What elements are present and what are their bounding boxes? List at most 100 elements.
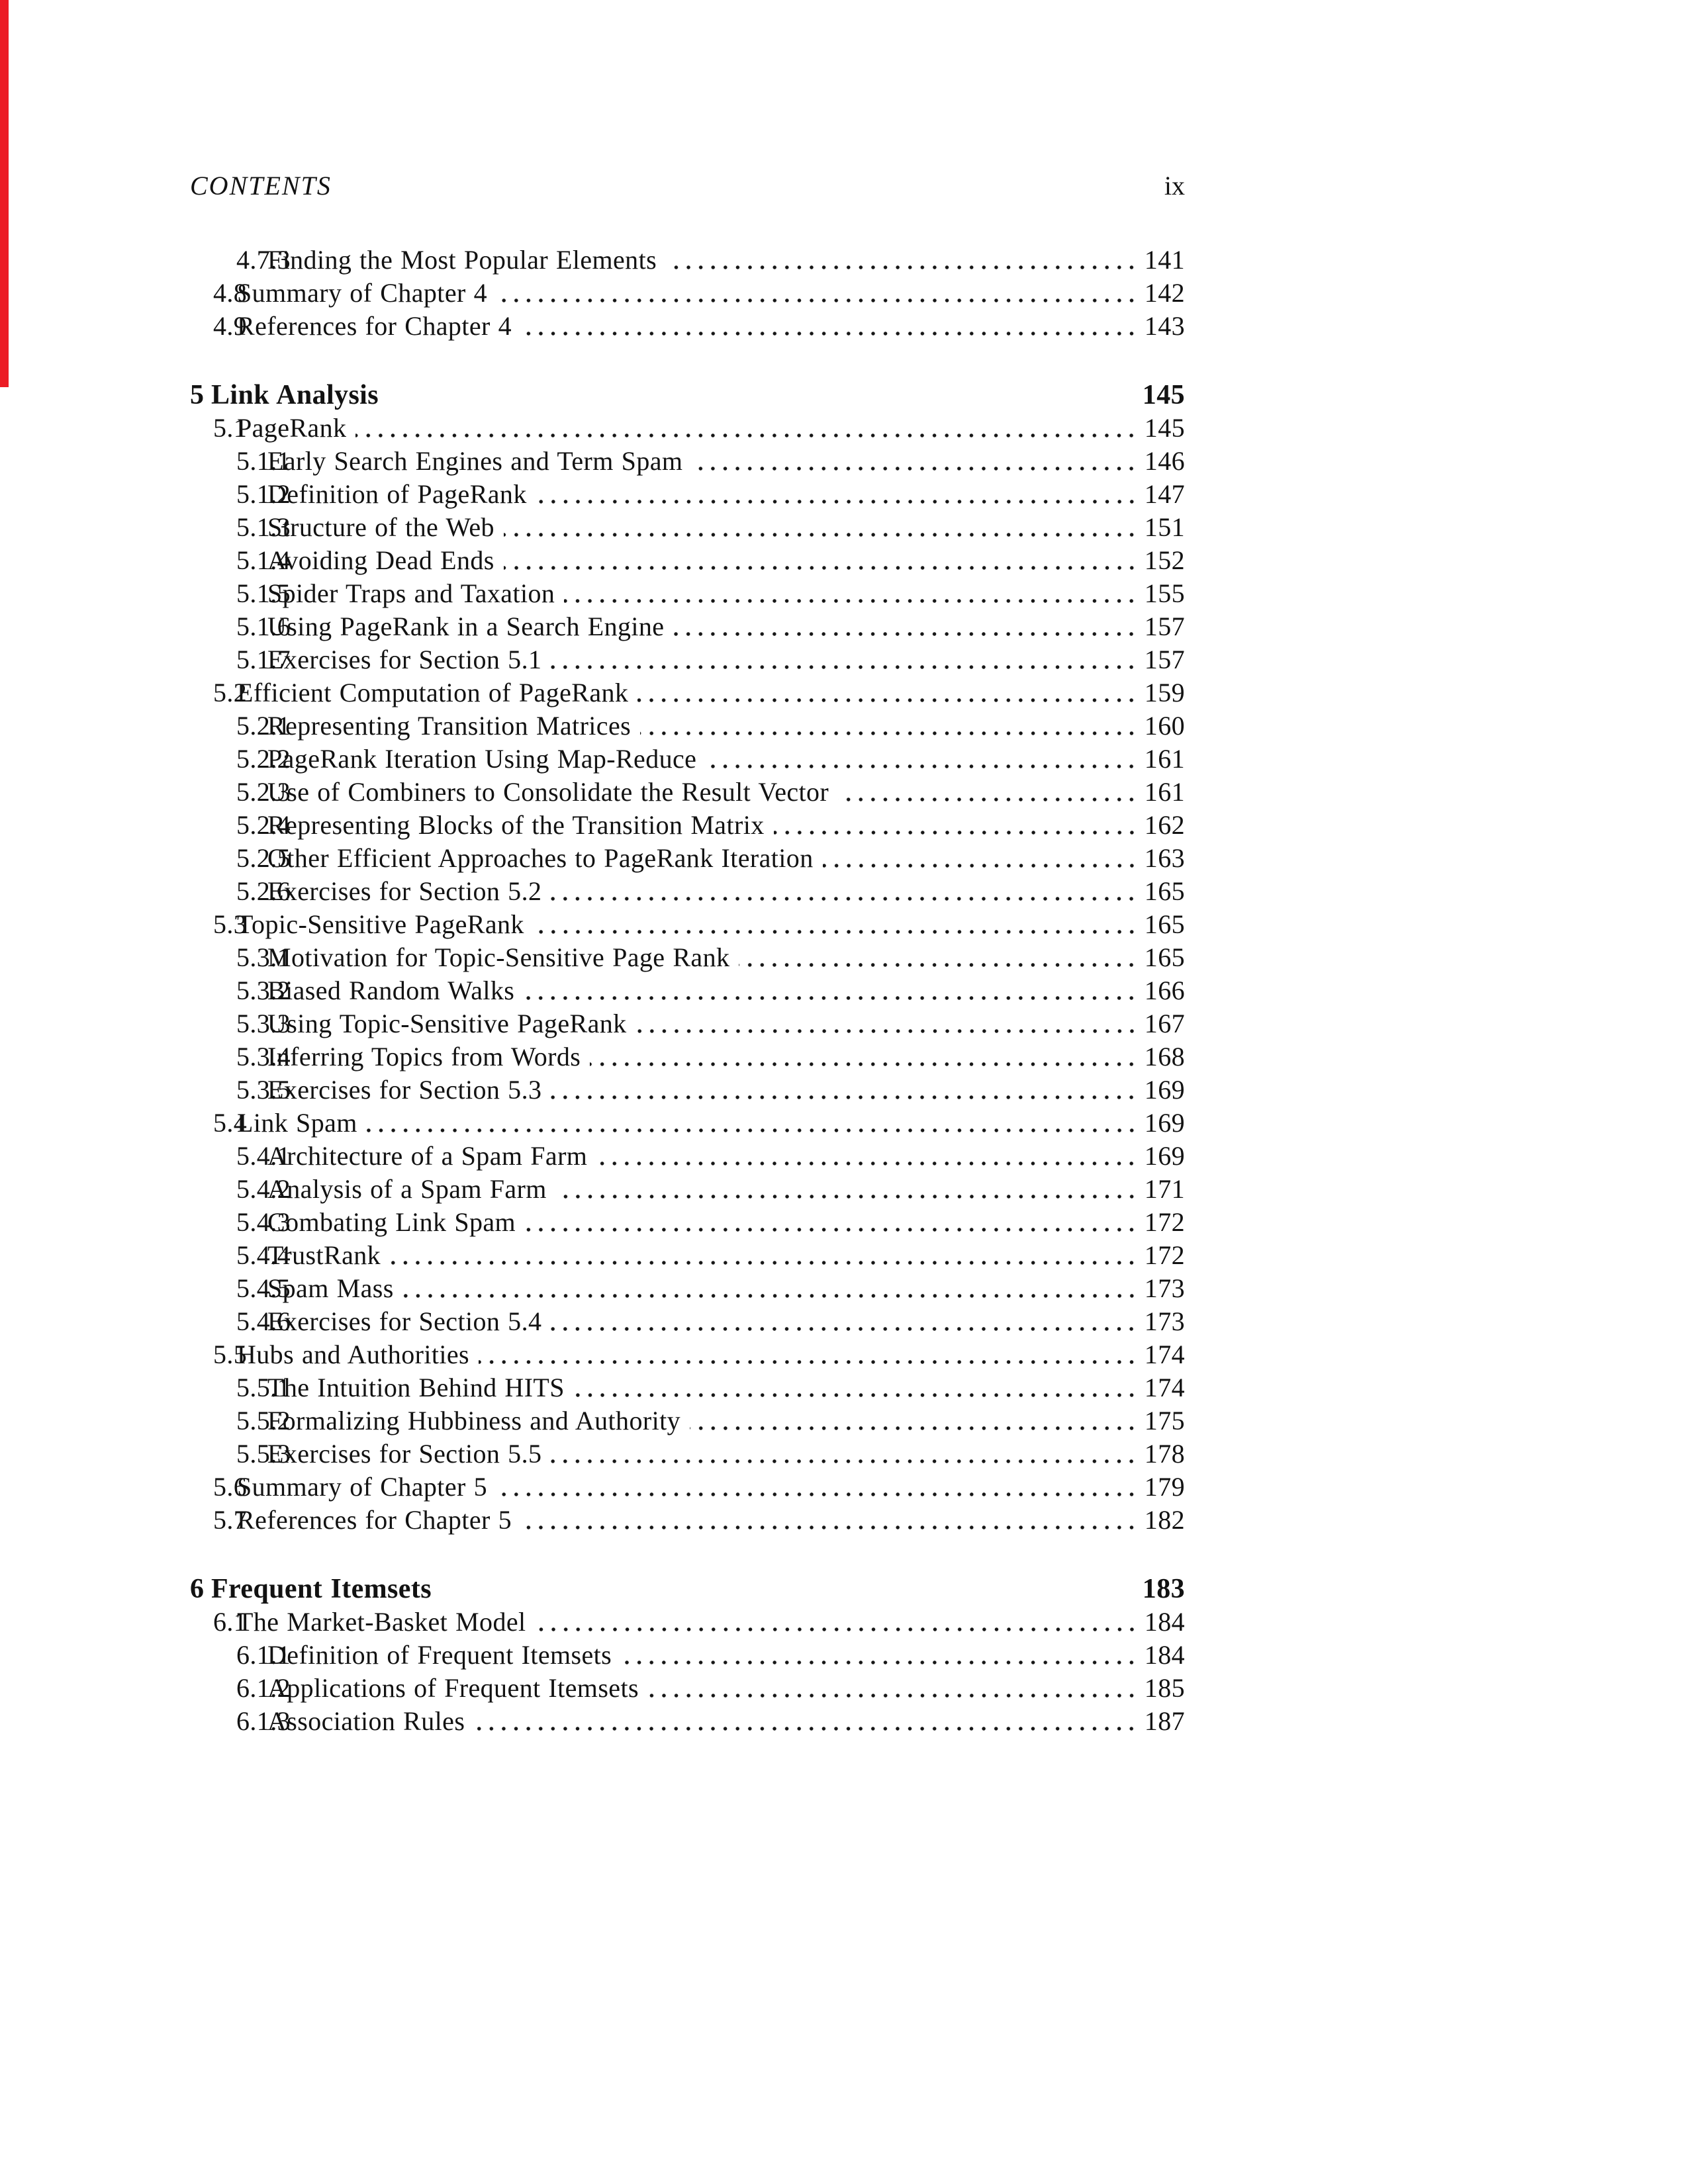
dot-leader [533,908,1139,941]
entry-number: 5.2.2 [236,744,291,774]
entry-page-number: 143 [1144,311,1185,341]
entry-title: Topic-Sensitive PageRank [237,909,524,939]
entry-number: 6.1 [213,1607,248,1637]
dot-leader [355,412,1139,445]
entry-title: Definition of PageRank [267,479,527,509]
entry-page-number: 169 [1144,1141,1185,1171]
entry-number: 5.4 [213,1108,248,1138]
dot-leader [690,1404,1139,1437]
dot-leader [536,478,1139,511]
dot-leader [366,1107,1139,1140]
entry-number: 5.5.3 [236,1439,291,1469]
entry-title: Frequent Itemsets [211,1574,432,1604]
entry-page-number: 152 [1144,545,1185,575]
entry-page-number: 165 [1144,942,1185,972]
entry-page-number: 174 [1144,1373,1185,1402]
entry-title: Exercises for Section 5.2 [267,876,542,906]
entry-title: Representing Transition Matrices [267,711,632,741]
entry-title: Applications of Frequent Itemsets [267,1673,639,1703]
dot-leader [666,244,1139,277]
entry-number: 4.7.3 [236,245,291,275]
entry-number: 6.1.3 [236,1706,291,1736]
entry-number: 5 [190,380,205,410]
dot-leader [521,310,1139,343]
dot-leader [525,1206,1139,1239]
dot-leader [739,941,1139,974]
toc-entry: 6.1.3 Association Rules 187 [190,1705,1185,1738]
entry-number: 5.2.4 [236,810,291,840]
entry-number: 5.6 [213,1472,248,1502]
entry-page-number: 183 [1142,1574,1185,1604]
dot-leader [496,277,1139,310]
entry-title: The Intuition Behind HITS [267,1373,565,1402]
entry-title: Definition of Frequent Itemsets [267,1640,612,1670]
toc-entry: 5.1.4 Avoiding Dead Ends 152 [190,544,1185,577]
dot-leader [496,1471,1139,1504]
dot-leader [503,544,1139,577]
entry-page-number: 161 [1144,744,1185,774]
entry-page-number: 166 [1144,976,1185,1005]
toc-entry: 6.1 The Market-Basket Model 184 [190,1606,1185,1639]
toc-entry: 6.1.2 Applications of Frequent Itemsets 18… [190,1672,1185,1705]
entry-title: Summary of Chapter 5 [237,1472,487,1502]
toc-entry: 4.8 Summary of Chapter 4 142 [190,277,1185,310]
entry-page-number: 172 [1144,1207,1185,1237]
entry-page-number: 161 [1144,777,1185,807]
entry-title: Other Efficient Approaches to PageRank I… [267,843,814,873]
entry-number: 5.2.3 [236,777,291,807]
entry-title: The Market-Basket Model [237,1607,526,1637]
entry-title: Inferring Topics from Words [267,1042,581,1071]
entry-page-number: 165 [1144,876,1185,906]
toc-entry: 5.1 PageRank 145 [190,412,1185,445]
entry-title: Link Spam [237,1108,357,1138]
toc-entry: 5.3.4 Inferring Topics from Words 168 [190,1040,1185,1073]
entry-title: Exercises for Section 5.5 [267,1439,542,1469]
dot-leader [402,1272,1139,1305]
toc-entry: 5.5 Hubs and Authorities 174 [190,1338,1185,1371]
dot-leader [673,610,1139,643]
entry-number: 5.4.5 [236,1273,291,1303]
entry-number: 5.1.5 [236,578,291,608]
entry-number: 5.4.4 [236,1240,291,1270]
entry-number: 5.1.1 [236,446,291,476]
entry-page-number: 173 [1144,1273,1185,1303]
red-edge-strip [0,0,9,387]
entry-page-number: 184 [1144,1640,1185,1670]
toc-entry: 5.1.2 Definition of PageRank 147 [190,478,1185,511]
entry-number: 5.2.6 [236,876,291,906]
dot-leader [564,577,1139,610]
header-title: CONTENTS [190,171,332,201]
toc-entry: 5.5.2 Formalizing Hubbiness and Authority… [190,1404,1185,1437]
toc-entry: 5.4.3 Combating Link Spam 172 [190,1206,1185,1239]
dot-leader [535,1606,1139,1639]
dot-leader [647,1672,1139,1705]
entry-number: 5.4.6 [236,1306,291,1336]
entry-title: Efficient Computation of PageRank [237,678,629,707]
entry-title: Motivation for Topic-Sensitive Page Rank [267,942,730,972]
entry-page-number: 146 [1144,446,1185,476]
entry-page-number: 145 [1144,413,1185,443]
entry-page-number: 157 [1144,645,1185,674]
dot-leader [590,1040,1139,1073]
entry-page-number: 179 [1144,1472,1185,1502]
entry-number: 6.1.2 [236,1673,291,1703]
toc-entry: 4.7.3 Finding the Most Popular Elements 14… [190,244,1185,277]
dot-leader [503,511,1139,544]
entry-page-number: 187 [1144,1706,1185,1736]
entry-page-number: 173 [1144,1306,1185,1336]
toc-entry: 4.9 References for Chapter 4 143 [190,310,1185,343]
toc-entry: 5.5.1 The Intuition Behind HITS 174 [190,1371,1185,1404]
entry-page-number: 175 [1144,1406,1185,1435]
entry-number: 5.4.3 [236,1207,291,1237]
toc-entry: 6.1.1 Definition of Frequent Itemsets 184 [190,1639,1185,1672]
entry-title: Structure of the Web [267,512,494,542]
dot-leader [637,676,1139,709]
entry-title: Exercises for Section 5.4 [267,1306,542,1336]
entry-title: Architecture of a Spam Farm [267,1141,588,1171]
dot-leader [640,709,1139,743]
entry-page-number: 184 [1144,1607,1185,1637]
toc-entry: 5.1.5 Spider Traps and Taxation 155 [190,577,1185,610]
entry-page-number: 178 [1144,1439,1185,1469]
toc-chapter-entry: 6 Frequent Itemsets 183 [190,1572,1185,1606]
page-header: CONTENTS ix [190,169,1185,203]
